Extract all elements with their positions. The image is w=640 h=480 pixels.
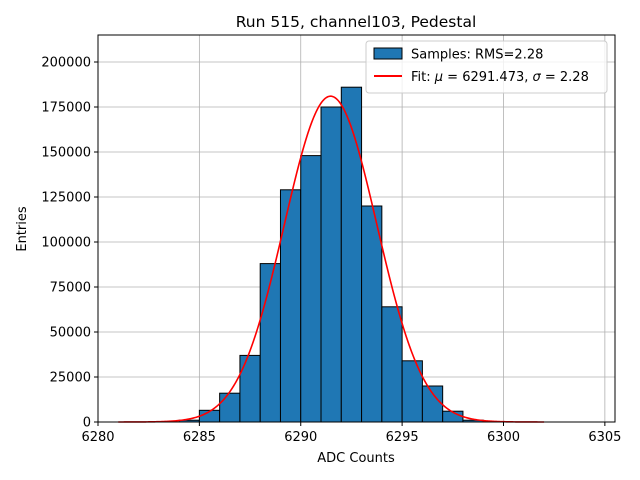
x-tick-label: 6280 xyxy=(81,430,114,445)
legend: Samples: RMS=2.28 Fit: μ = 6291.473, σ =… xyxy=(365,40,608,94)
x-axis-title: ADC Counts xyxy=(317,451,395,466)
histogram-bar xyxy=(361,205,383,423)
y-tick-label: 100000 xyxy=(41,236,91,251)
histogram-bar xyxy=(381,306,403,423)
legend-box xyxy=(365,40,608,94)
plot-frame xyxy=(97,34,616,423)
histogram-bar xyxy=(340,86,363,423)
y-tick-label: 50000 xyxy=(50,326,91,341)
legend-histogram-label: Samples: RMS=2.28 xyxy=(411,48,543,63)
x-tick-label: 6295 xyxy=(386,430,419,445)
y-tick-label: 150000 xyxy=(41,146,91,161)
legend-fit-sigma-value: = 2.28 xyxy=(541,70,589,85)
histogram-bars xyxy=(178,86,484,423)
legend-histogram-swatch xyxy=(373,47,403,60)
y-tick-label: 25000 xyxy=(50,371,91,386)
legend-fit-label-prefix: Fit: xyxy=(411,70,435,85)
x-tick-label: 6285 xyxy=(183,430,216,445)
legend-fit-label: Fit: μ = 6291.473, σ = 2.28 xyxy=(411,70,589,85)
y-axis-title: Entries xyxy=(15,206,30,252)
legend-fit-sigma-symbol: σ xyxy=(533,70,542,85)
legend-fit-mu-value: = 6291.473, xyxy=(443,70,532,85)
y-tick-label: 125000 xyxy=(41,191,91,206)
histogram-bar xyxy=(421,385,444,423)
y-tick-label: 200000 xyxy=(41,56,91,71)
histogram-bar xyxy=(320,106,342,423)
y-axis-ticks: 0 25000 50000 75000 100000 125000 150000 175000… xyxy=(41,56,98,431)
x-tick-label: 6290 xyxy=(284,430,317,445)
fit-curve xyxy=(118,95,545,423)
fit-curve-layer xyxy=(118,95,545,423)
x-tick-label: 6305 xyxy=(588,430,621,445)
histogram-bar xyxy=(259,263,281,423)
y-tick-label: 0 xyxy=(83,416,91,431)
legend-fit-mu-symbol: μ xyxy=(434,70,443,85)
histogram-bar xyxy=(300,155,322,423)
histogram-bar xyxy=(239,354,261,423)
chart-title: Run 515, channel103, Pedestal xyxy=(236,13,477,31)
y-tick-label: 175000 xyxy=(41,101,91,116)
x-axis-ticks: 6280 6285 6290 6295 6300 6305 xyxy=(81,422,621,445)
x-tick-label: 6300 xyxy=(487,430,520,445)
y-tick-label: 75000 xyxy=(50,281,91,296)
histogram-bar xyxy=(219,392,241,423)
